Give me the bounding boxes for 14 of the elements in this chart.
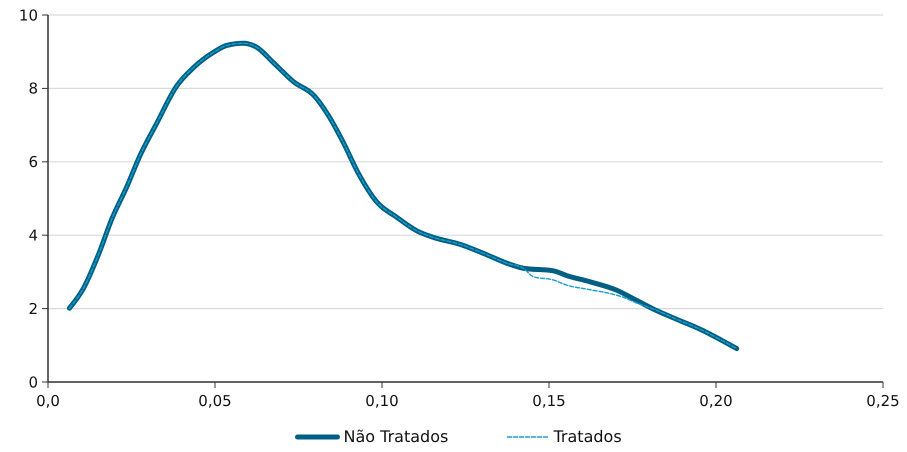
legend-label: Não Tratados: [344, 427, 448, 446]
x-tick-label: 0,20: [699, 392, 733, 410]
x-tick-label: 0,25: [866, 392, 900, 410]
y-tick-label: 2: [28, 300, 38, 318]
x-tick-label: 0,10: [365, 392, 399, 410]
y-tick-label: 6: [28, 153, 38, 172]
y-tick-label: 10: [18, 6, 38, 24]
x-tick-label: 0,05: [198, 392, 232, 410]
y-tick-label: 8: [28, 80, 38, 98]
y-tick-label: 0: [28, 373, 38, 392]
legend-label: Tratados: [552, 427, 622, 446]
x-tick-label: 0,15: [532, 392, 566, 410]
y-tick-label: 4: [28, 226, 38, 244]
x-tick-label: 0,0: [36, 392, 60, 410]
